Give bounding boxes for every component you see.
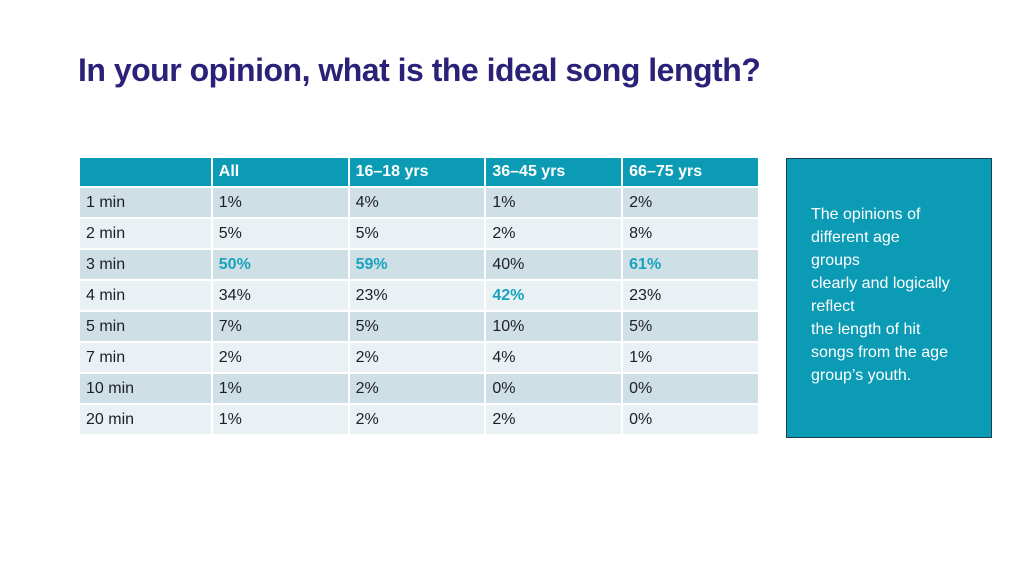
table-cell: 1% (486, 188, 622, 217)
row-label: 5 min (80, 312, 211, 341)
note-line: groups (811, 252, 860, 269)
table-cell: 2% (623, 188, 758, 217)
table-row: 7 min 2% 2% 4% 1% (80, 343, 758, 372)
table-header-row: All 16–18 yrs 36–45 yrs 66–75 yrs (80, 158, 758, 186)
table-cell: 5% (349, 312, 485, 341)
table-cell: 0% (486, 374, 622, 403)
table-cell: 1% (212, 188, 348, 217)
table-cell: 1% (212, 374, 348, 403)
note-line: clearly and logically (811, 275, 950, 292)
note-line: group’s youth. (811, 367, 912, 384)
table-cell: 5% (623, 312, 758, 341)
table-row: 3 min 50% 59% 40% 61% (80, 250, 758, 279)
note-line: reflect (811, 298, 855, 315)
row-label: 1 min (80, 188, 211, 217)
table-row: 1 min 1% 4% 1% 2% (80, 188, 758, 217)
table-cell: 4% (349, 188, 485, 217)
header-cell-66-75: 66–75 yrs (623, 158, 758, 186)
header-cell-36-45: 36–45 yrs (486, 158, 622, 186)
table-cell: 2% (349, 343, 485, 372)
table-cell: 5% (212, 219, 348, 248)
table-cell: 8% (623, 219, 758, 248)
header-cell-empty (80, 158, 211, 186)
table-cell: 2% (349, 405, 485, 434)
table-cell: 2% (486, 405, 622, 434)
note-line: different age (811, 229, 900, 246)
header-cell-all: All (212, 158, 348, 186)
note-line: The opinions of (811, 206, 921, 223)
row-label: 20 min (80, 405, 211, 434)
row-label: 4 min (80, 281, 211, 310)
table-cell: 7% (212, 312, 348, 341)
row-label: 7 min (80, 343, 211, 372)
table-cell: 1% (212, 405, 348, 434)
table-row: 4 min 34% 23% 42% 23% (80, 281, 758, 310)
table-row: 5 min 7% 5% 10% 5% (80, 312, 758, 341)
table-row: 2 min 5% 5% 2% 8% (80, 219, 758, 248)
header-cell-16-18: 16–18 yrs (349, 158, 485, 186)
table-cell: 23% (349, 281, 485, 310)
highlighted-cell: 42% (486, 281, 622, 310)
table-cell: 34% (212, 281, 348, 310)
table-row: 10 min 1% 2% 0% 0% (80, 374, 758, 403)
table-cell: 2% (486, 219, 622, 248)
table-cell: 2% (349, 374, 485, 403)
note-text: The opinions of different age groups cle… (811, 203, 983, 387)
table-cell: 10% (486, 312, 622, 341)
song-length-table: All 16–18 yrs 36–45 yrs 66–75 yrs 1 min … (78, 156, 760, 436)
table-cell: 2% (212, 343, 348, 372)
highlighted-cell: 59% (349, 250, 485, 279)
table-cell: 5% (349, 219, 485, 248)
table-cell: 1% (623, 343, 758, 372)
table-cell: 0% (623, 374, 758, 403)
note-line: songs from the age (811, 344, 948, 361)
slide-title: In your opinion, what is the ideal song … (78, 52, 761, 88)
row-label: 3 min (80, 250, 211, 279)
table-cell: 40% (486, 250, 622, 279)
highlighted-cell: 50% (212, 250, 348, 279)
highlighted-cell: 61% (623, 250, 758, 279)
table-row: 20 min 1% 2% 2% 0% (80, 405, 758, 434)
table-cell: 4% (486, 343, 622, 372)
table-cell: 23% (623, 281, 758, 310)
note-box: The opinions of different age groups cle… (786, 158, 992, 438)
table-cell: 0% (623, 405, 758, 434)
row-label: 2 min (80, 219, 211, 248)
row-label: 10 min (80, 374, 211, 403)
note-line: the length of hit (811, 321, 921, 338)
